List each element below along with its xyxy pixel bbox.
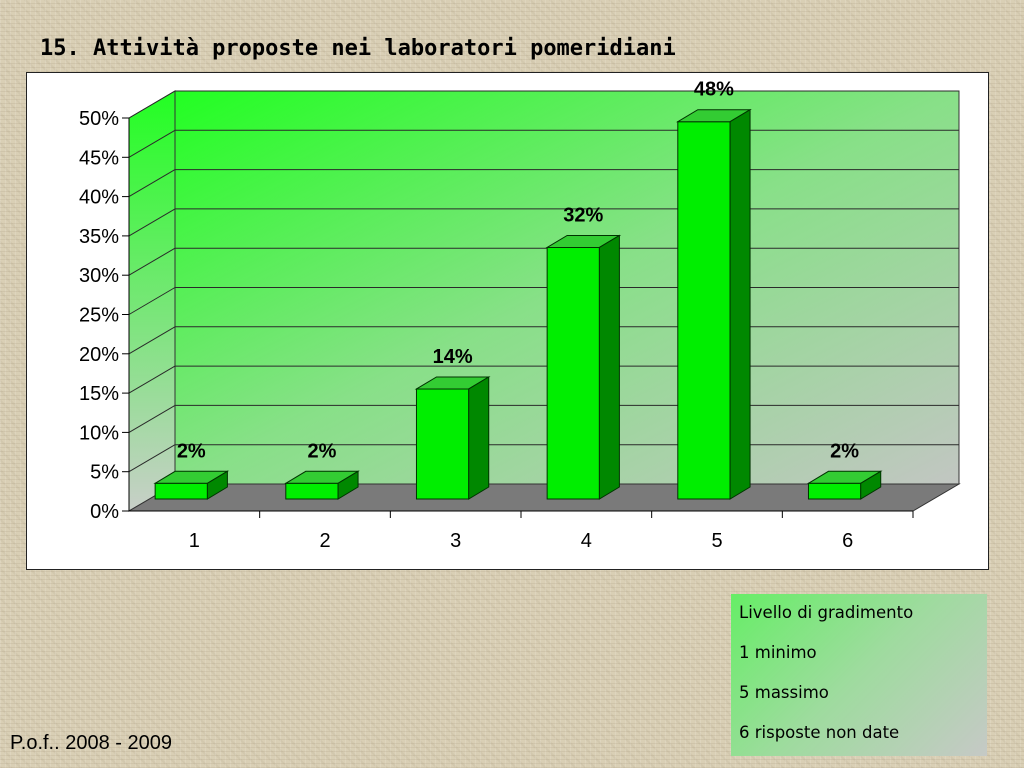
x-tick-label: 2 [319,530,330,552]
slide-title: 15. Attività proposte nei laboratori pom… [40,36,676,61]
y-tick-label: 40% [79,187,119,209]
bar-value-label: 32% [563,204,603,226]
legend-heading: Livello di gradimento [739,603,914,622]
footer-text: P.o.f.. 2008 - 2009 [10,732,172,754]
gridline-side [128,247,176,276]
bar-value-label: 2% [307,440,336,462]
x-tick-label: 5 [711,530,722,552]
legend-line-max: 5 massimo [739,683,829,702]
y-tick-label: 45% [79,147,119,169]
y-tick-label: 35% [79,226,119,248]
legend-box: Livello di gradimento 1 minimo 5 massimo… [731,594,987,756]
y-tick-label: 15% [79,383,119,405]
x-tick-label: 3 [450,530,461,552]
bar-value-label: 14% [433,346,473,368]
y-tick-label: 50% [79,108,119,130]
bar-side [337,470,359,500]
x-tick-label: 6 [842,530,853,552]
y-tick-label: 30% [79,265,119,287]
gridline-side [128,287,176,315]
chart-panel: 0% 5% 10% 15% 20% 25% 30% 35% 40% 45% 50% 1 2 3 4 5 6 2%… [26,72,989,570]
y-tick-label: 0% [90,501,119,523]
bar-value-label: 2% [830,440,859,462]
gridline-side [128,326,176,355]
bar-chart: 0% 5% 10% 15% 20% 25% 30% 35% 40% 45% 50% 1 2 3 4 5 6 2%… [79,79,961,552]
bar-value-label: 48% [694,79,734,101]
bar-front [807,482,862,500]
bar-value-label: 2% [177,440,206,462]
y-tick-label: 20% [79,344,119,366]
gridline-side [128,129,176,158]
y-tick-label: 5% [90,462,119,484]
gridline-side [128,208,176,237]
legend-line-no-answer: 6 risposte non date [739,723,900,742]
bar-side [468,376,490,500]
bar-side [860,470,882,500]
gridline-side [128,90,176,119]
bar-front [415,388,470,500]
bar-side [206,470,228,500]
bar-front [677,121,731,500]
bar-front [285,482,339,500]
gridline-side [128,365,176,394]
gridline-side [128,404,176,433]
gridline-side [128,444,176,473]
bar-side [729,108,751,500]
y-tick-label: 25% [79,305,119,327]
bar-side [598,234,620,500]
x-tick-label: 1 [189,530,200,552]
y-tick-label: 10% [79,422,119,444]
x-tick-label: 4 [581,530,592,552]
legend-line-min: 1 minimo [739,643,817,662]
bar-front [154,482,208,500]
bar-front [546,246,600,500]
gridline-side [128,169,176,198]
